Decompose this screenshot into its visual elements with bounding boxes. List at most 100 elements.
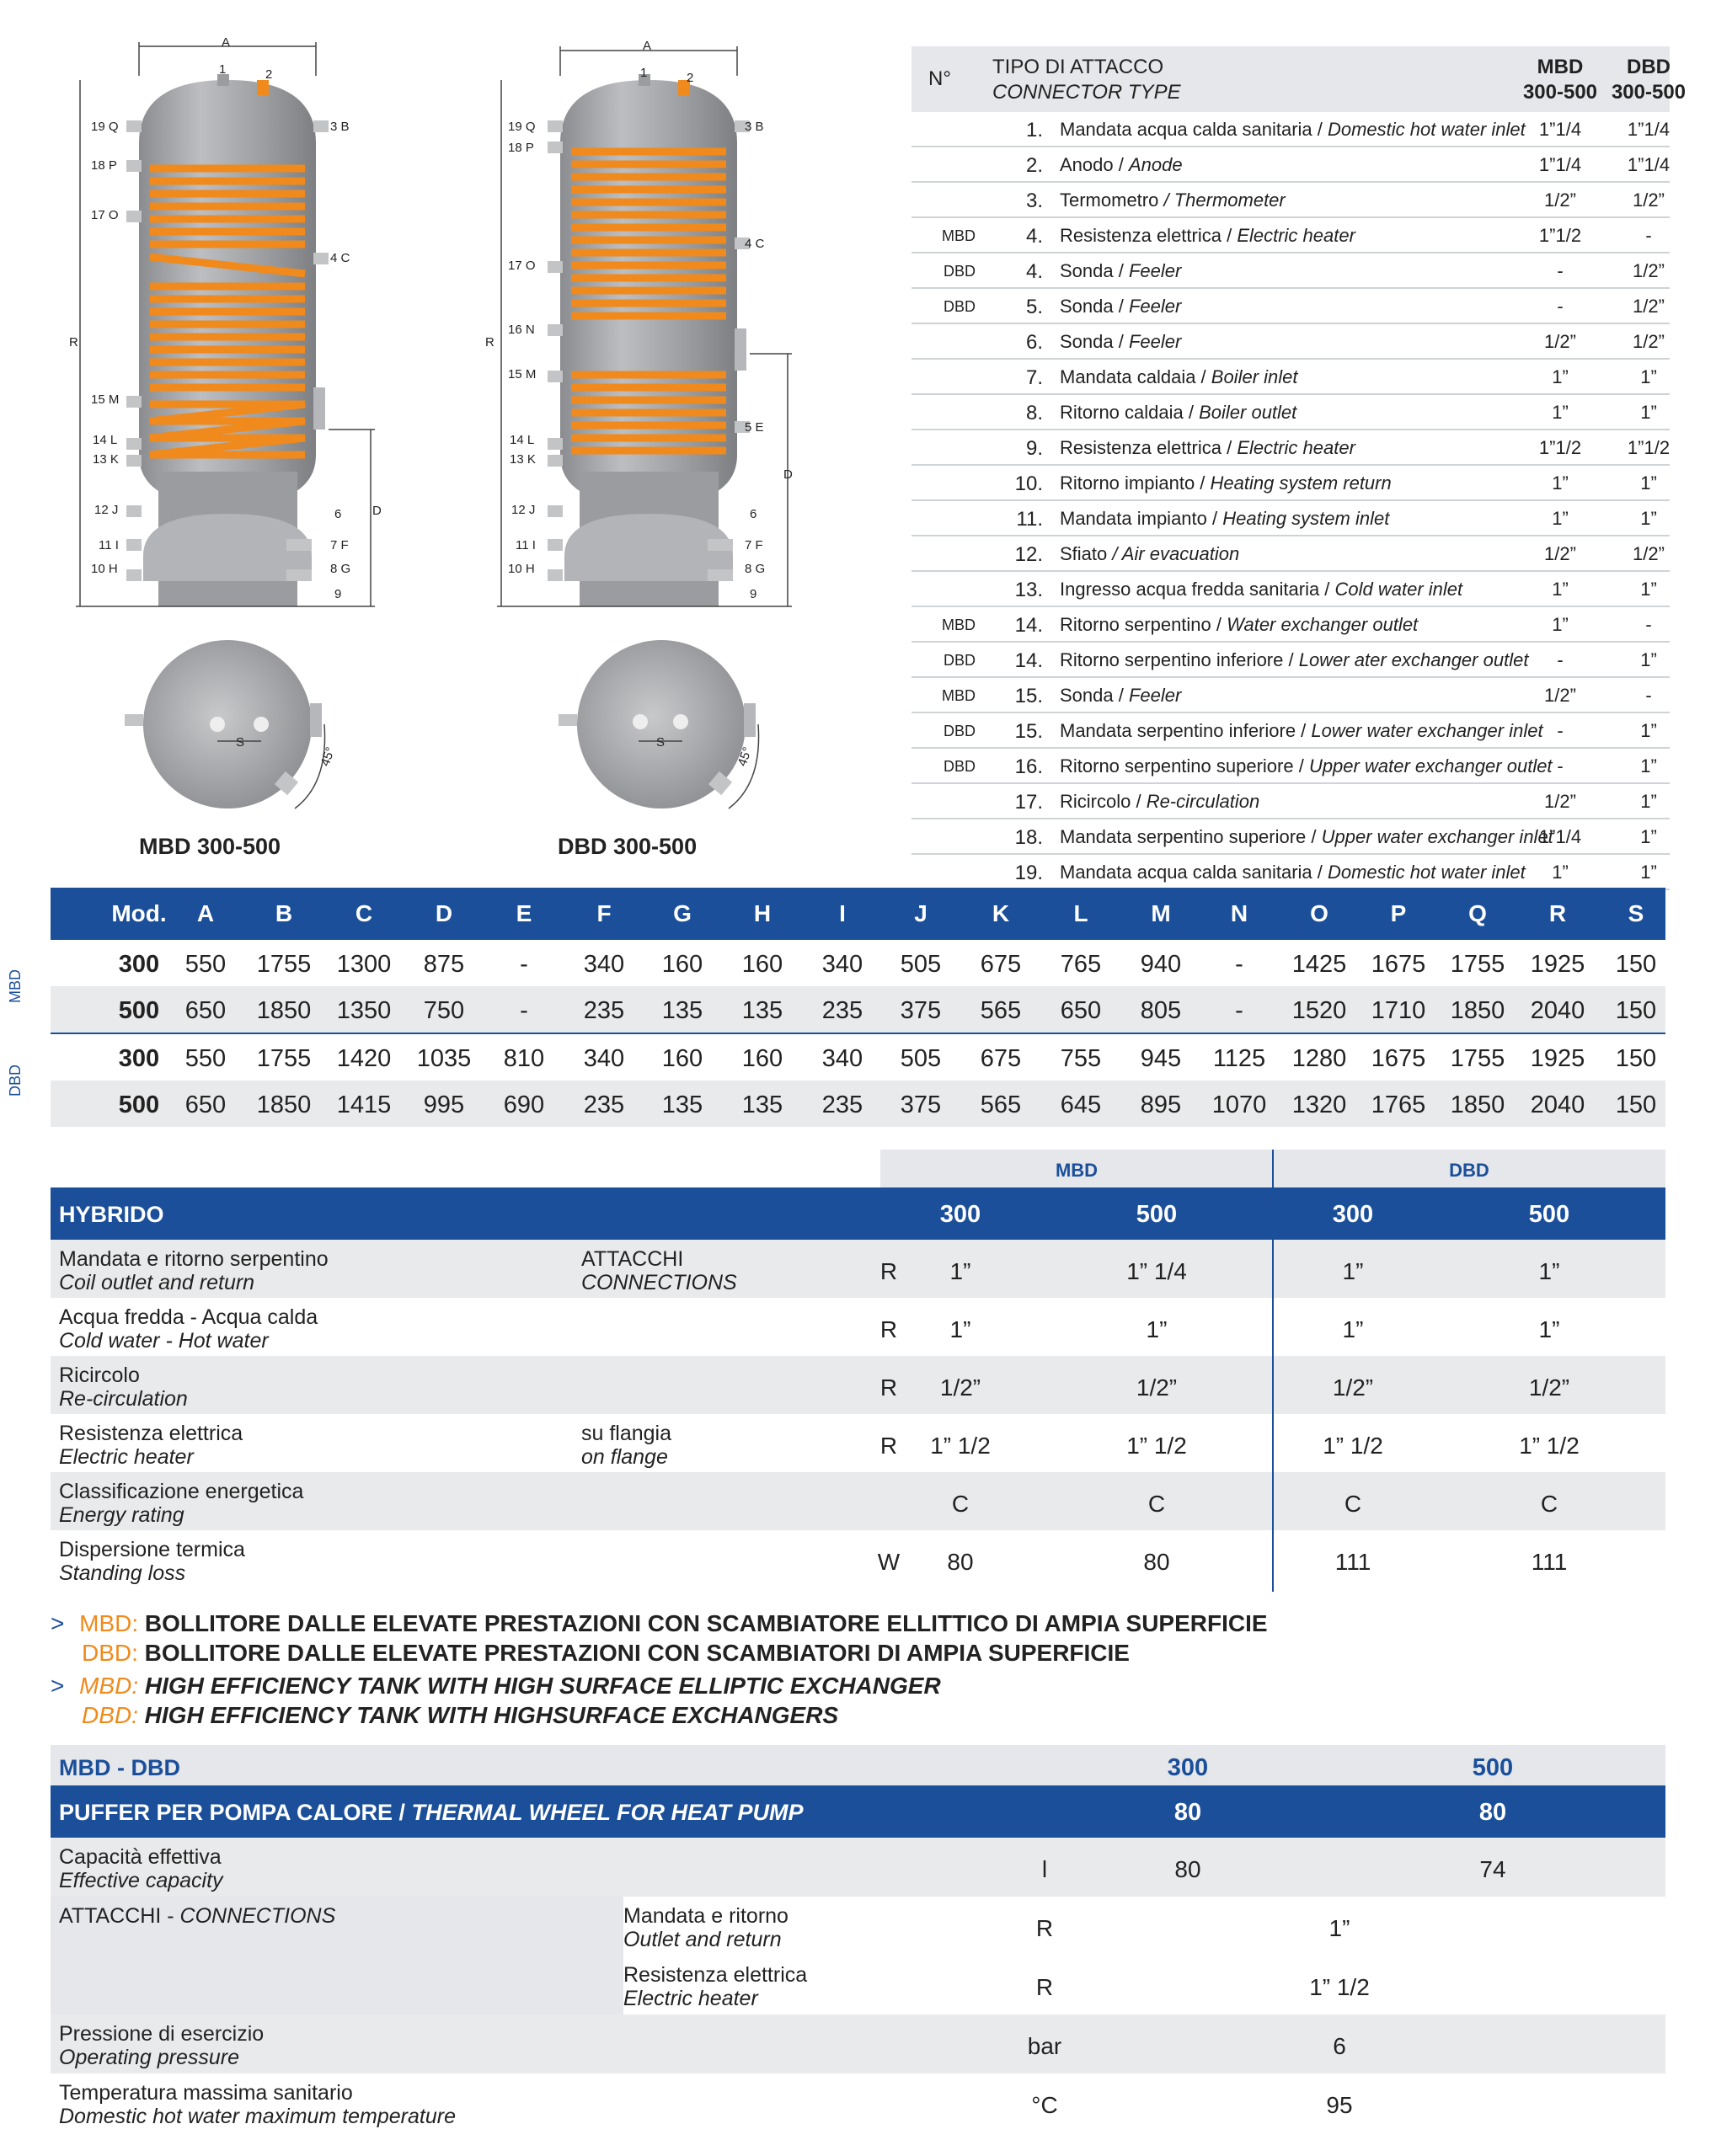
connector-number: 18. (1014, 826, 1043, 849)
connector-description: Mandata acqua calda sanitaria / Domestic… (1060, 862, 1526, 883)
puffer-row-temp: Temperatura massima sanitario Domestic h… (51, 2073, 1665, 2132)
connector-row: 19. Mandata acqua calda sanitaria / Domes… (911, 855, 1670, 890)
dim-value: 805 (1140, 997, 1182, 1024)
dim-header-n: N (1230, 900, 1248, 926)
dim-header-c: C (355, 900, 373, 926)
hybrido-value: 1” (1342, 1258, 1364, 1284)
col-mbd: MBD (1537, 56, 1584, 78)
dbd-label-r4: 7 F (745, 538, 763, 552)
notes: > MBD: BOLLITORE DALLE ELEVATE PRESTAZIO… (51, 1609, 1651, 1730)
hybrido-label-it: Acqua fredda - Acqua calda (59, 1305, 318, 1329)
dim-value: 1675 (1371, 1045, 1426, 1072)
hybrido-unit: R (879, 1316, 898, 1342)
mbd-label-r3: 7 F (330, 538, 349, 552)
conn1-label-en: Outlet and return (623, 1928, 782, 1951)
dim-group-mbd: MBD 300 550 1755 1300 875 - 340 160 160 340 505 675 7… (7, 940, 1665, 1033)
hybrido-value: 80 (1143, 1549, 1170, 1575)
dim-value: 565 (980, 997, 1022, 1024)
connector-dbd-size: 1/2” (1633, 331, 1665, 352)
connector-dbd-size: 1”1/2 (1627, 437, 1671, 458)
hybrido-value: 1” (1342, 1316, 1364, 1342)
connector-row: 13. Ingresso acqua fredda sanitaria / Col… (911, 572, 1670, 607)
connector-mbd-size: 1”1/4 (1538, 154, 1582, 175)
dbd-label-top-1: 1 (640, 66, 648, 80)
connector-desc-it: Sfiato (1060, 543, 1113, 564)
mbd-label-top-1: 1 (219, 62, 227, 77)
puffer-title-bar: PUFFER PER POMPA CALORE / THERMAL WHEEL … (51, 1785, 1665, 1838)
connector-row: 12. Sfiato / Air evacuation 1/2” 1/2” (911, 536, 1670, 572)
connector-desc-en: Electric heater (1237, 225, 1355, 246)
connector-table-header: N° TIPO DI ATTACCO CONNECTOR TYPE MBD 30… (911, 46, 1686, 112)
connector-variant: DBD (943, 652, 976, 669)
dim-value: 235 (821, 1091, 863, 1118)
dim-value: 1420 (336, 1045, 392, 1072)
connector-row: MBD 4. Resistenza elettrica / Electric hea… (911, 218, 1670, 253)
note-en-dbd-key: DBD: (82, 1702, 138, 1728)
dim-value: 1755 (1450, 1045, 1505, 1072)
dim-row: 500 650 1850 1350 750 - 235 135 135 235 375 565 650 8… (51, 986, 1665, 1033)
puffer-col-0: 300 (1167, 1754, 1209, 1781)
connector-description: Mandata serpentino inferiore / Lower wat… (1060, 720, 1543, 742)
col-type-it: TIPO DI ATTACCO (992, 56, 1164, 78)
mbd-dim-d: D (372, 504, 382, 518)
dim-value: 340 (821, 951, 863, 978)
col-dbd-range: 300-500 (1611, 81, 1687, 104)
dim-value: 550 (184, 951, 227, 978)
dbd-dim-d: D (783, 467, 793, 482)
dim-header-a: A (196, 900, 215, 926)
dimensions-body: MBD 300 550 1755 1300 875 - 340 160 160 340 505 675 7… (7, 940, 1665, 1127)
hybrido-col-2: 300 (1332, 1201, 1374, 1228)
dim-value: 895 (1140, 1091, 1182, 1118)
connector-desc-it: Sonda / (1060, 260, 1129, 281)
mbd-label-l1: 18 P (91, 158, 117, 173)
dim-header-h: H (753, 900, 772, 926)
dim-header-mod: Mod. (111, 900, 167, 926)
connector-desc-en: Upper water exchanger outlet (1308, 755, 1553, 776)
connector-row: 2. Anodo / Anode 1”1/4 1”1/4 (911, 147, 1670, 183)
mbd-dim-a: A (222, 35, 231, 50)
dim-value: 2040 (1530, 1091, 1585, 1118)
connector-variant: MBD (942, 616, 976, 633)
dbd-label-l3: 16 N (508, 323, 535, 337)
conn2-label-it: Resistenza elettrica (623, 1963, 808, 1987)
capacity-label-it: Capacità effettiva (59, 1845, 222, 1869)
connector-desc-it: Anodo / (1060, 154, 1129, 175)
hybrido-value: 111 (1334, 1549, 1371, 1575)
connector-desc-en: / Thermometer (1163, 189, 1286, 211)
note-arrow: > (51, 1610, 65, 1636)
col-dbd: DBD (1627, 56, 1671, 78)
connector-variant: DBD (943, 723, 976, 739)
mbd-label-l3: 15 M (91, 392, 120, 407)
connector-dbd-size: - (1645, 225, 1652, 246)
dim-value: 150 (1615, 997, 1657, 1024)
dbd-label-r2: 5 E (745, 420, 764, 435)
connector-row: 7. Mandata caldaia / Boiler inlet 1” 1” (911, 360, 1670, 395)
connector-description: Sfiato / Air evacuation (1060, 543, 1239, 565)
dim-value: 1350 (336, 997, 392, 1024)
connector-description: Ritorno serpentino / Water exchanger out… (1060, 614, 1418, 636)
hybrido-label-en: Standing loss (59, 1561, 186, 1585)
connector-dbd-size: 1” (1640, 862, 1657, 883)
puffer-row-connections-1: ATTACCHI - CONNECTIONS Mandata e ritorno… (51, 1897, 1665, 1956)
dim-value: 650 (184, 1091, 227, 1118)
dbd-label-r6: 9 (750, 587, 757, 601)
dim-value: 995 (423, 1091, 465, 1118)
connector-desc-it: Sonda / (1060, 685, 1129, 706)
mbd-labels: A 1 2 19 Q 18 P 17 O R 15 M 14 L 13 K 12… (0, 0, 910, 876)
connector-description: Ingresso acqua fredda sanitaria / Cold w… (1060, 579, 1462, 600)
puffer-title-val-0: 80 (1173, 1799, 1202, 1826)
dim-value: 160 (661, 1045, 703, 1072)
hybrido-unit: W (877, 1549, 901, 1575)
dbd-label-top-2: 2 (687, 71, 694, 85)
hybrido-value: 1” 1/2 (930, 1433, 991, 1459)
conn2-label-en: Electric heater (623, 1987, 758, 2010)
dim-value: 375 (900, 1091, 942, 1118)
connector-description: Mandata serpentino superiore / Upper wat… (1060, 826, 1553, 848)
dbd-caption: DBD 300-500 (558, 834, 698, 859)
connector-dbd-size: 1” (1640, 472, 1657, 494)
dim-value: 1925 (1530, 1045, 1585, 1072)
connections-label-it: ATTACCHI - (59, 1904, 180, 1928)
mbd-tank-drawing (76, 42, 375, 809)
connector-row: DBD 15. Mandata serpentino inferiore / Low… (911, 713, 1670, 749)
connector-desc-it: Ingresso acqua fredda sanitaria / (1060, 579, 1335, 600)
